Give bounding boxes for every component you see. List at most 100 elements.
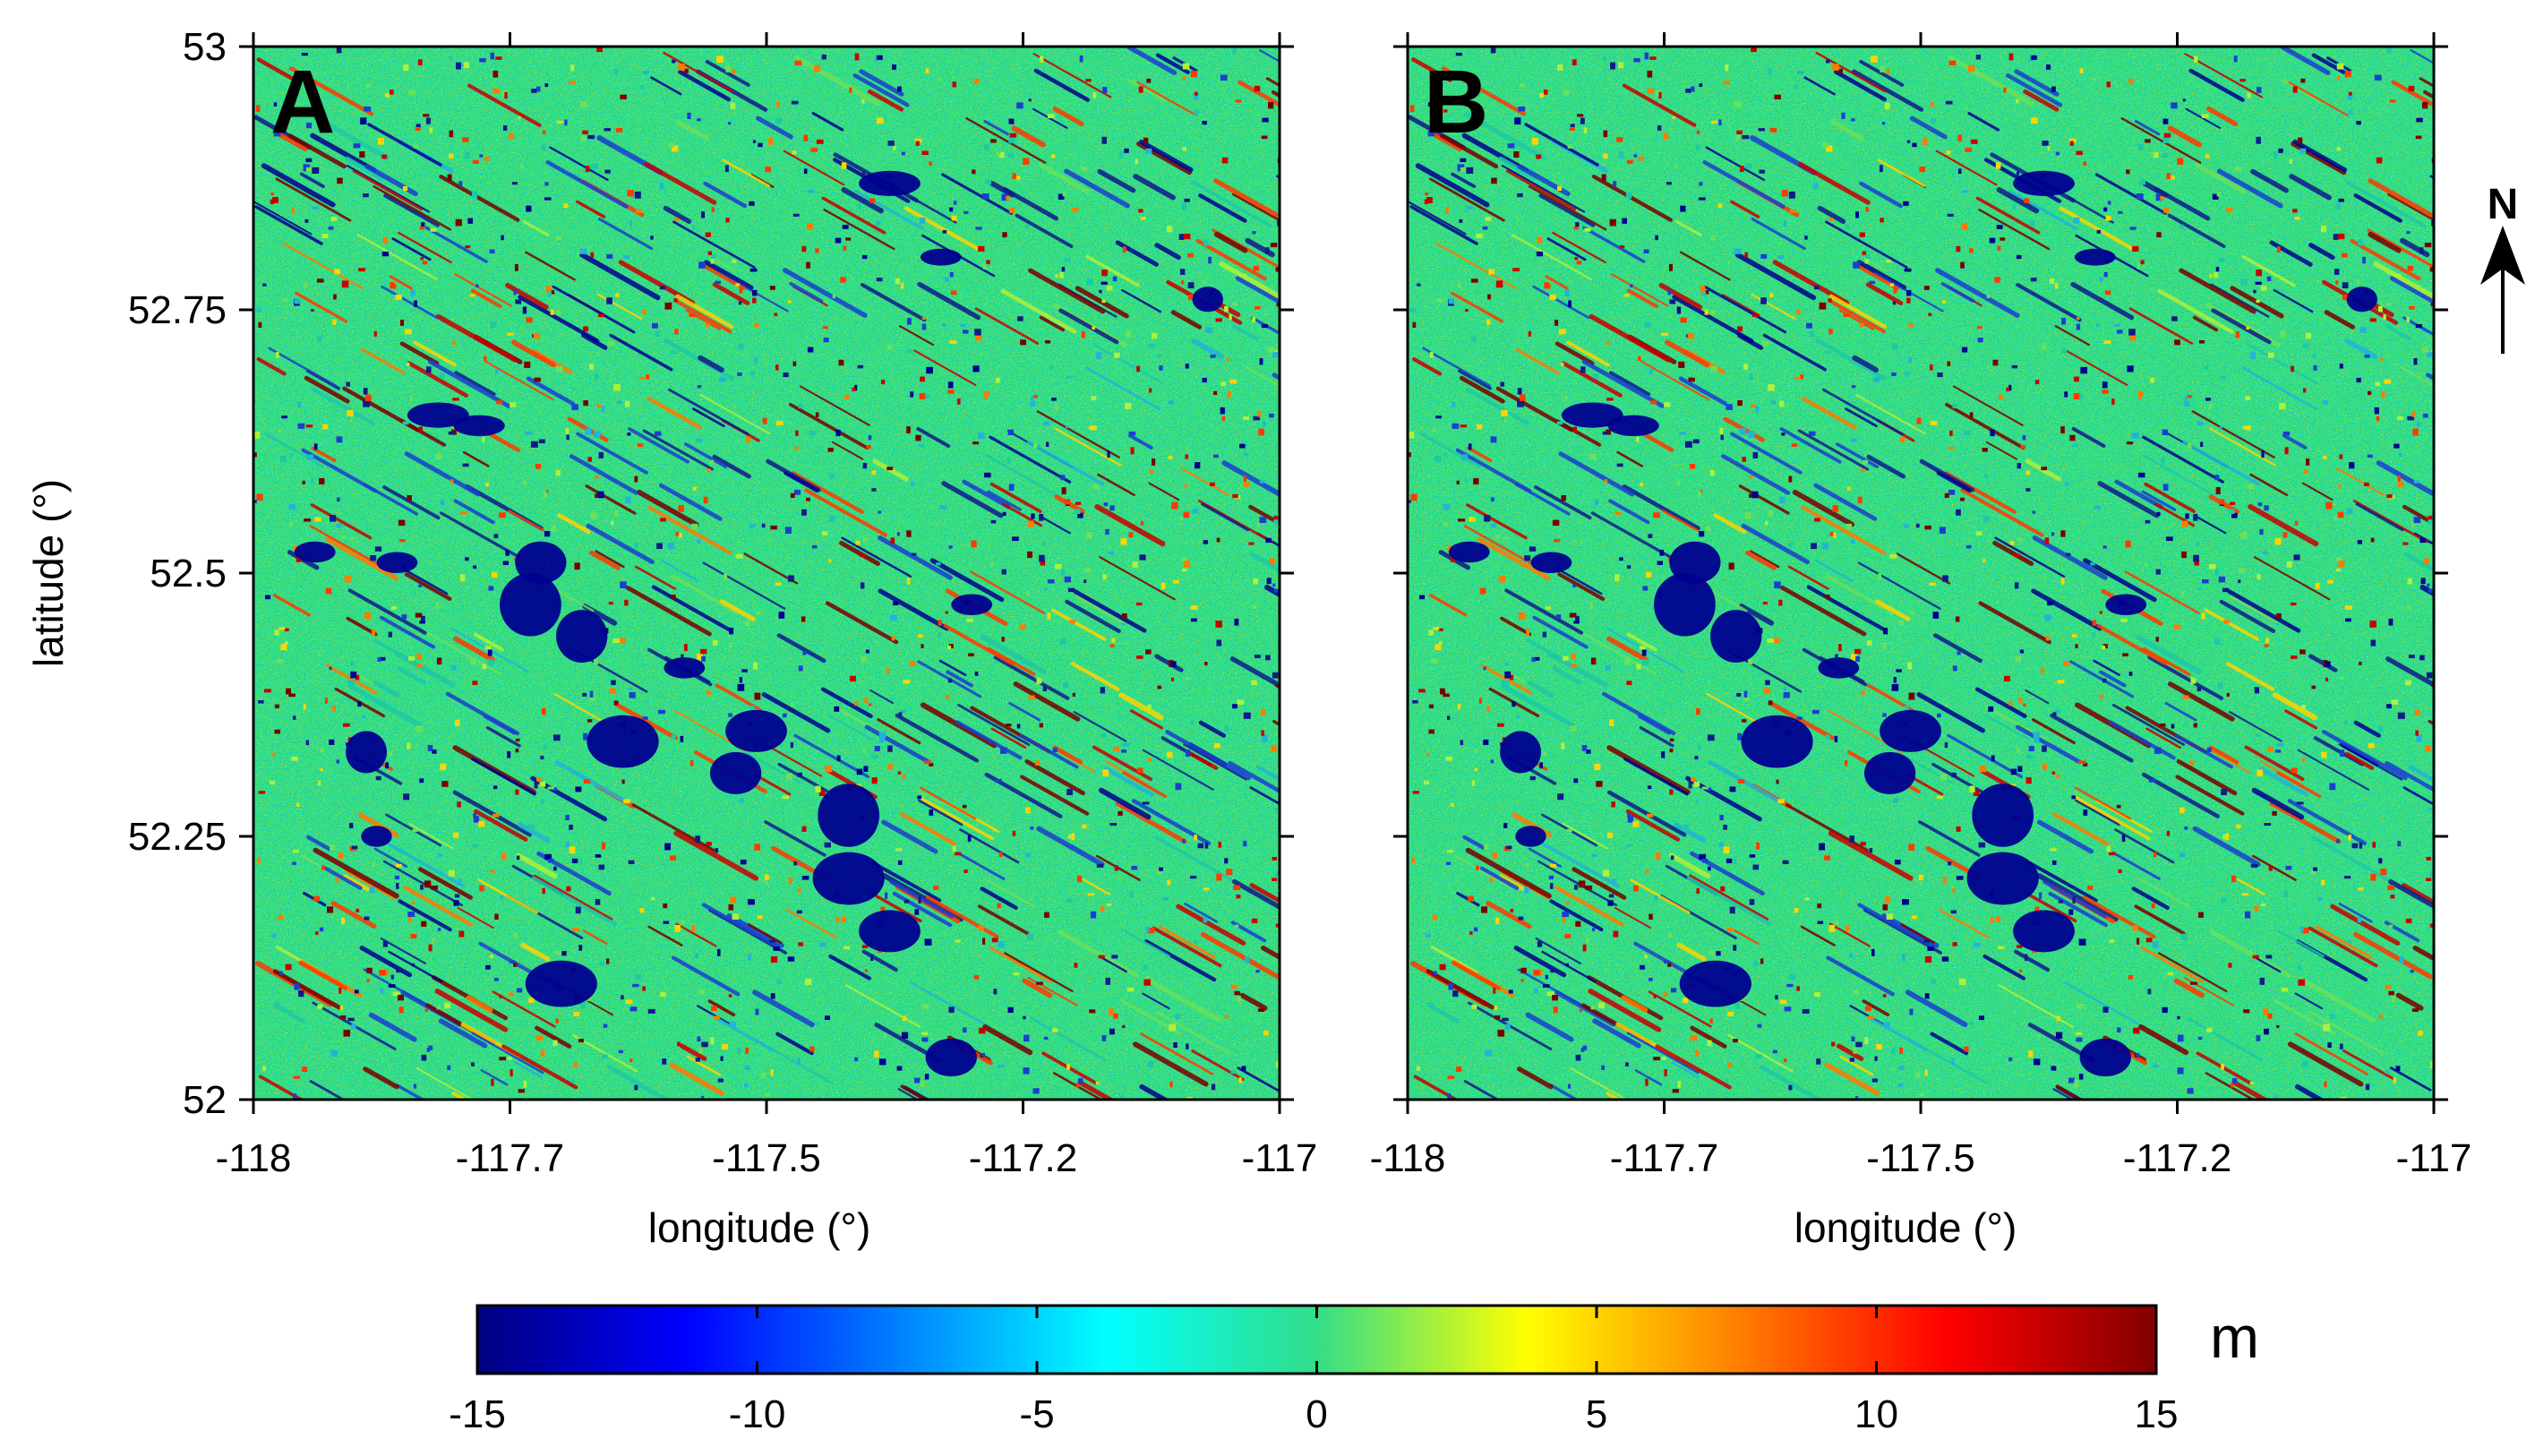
map-streak	[413, 340, 457, 367]
map-speckle-dot	[1146, 78, 1152, 83]
map-streak	[2142, 454, 2215, 497]
map-speckle-dot	[1438, 628, 1443, 631]
map-speckle-dot	[1136, 365, 1141, 373]
map-speckle-dot	[1694, 756, 1699, 760]
map-streak	[2167, 213, 2226, 249]
map-lake-blob	[920, 248, 962, 266]
map-speckle-dot	[632, 983, 639, 988]
map-speckle-dot	[1220, 407, 1225, 415]
map-speckle-dot	[1552, 519, 1560, 527]
map-speckle-dot	[594, 475, 599, 479]
map-streak	[576, 200, 606, 218]
map-streak	[557, 513, 591, 535]
map-speckle-dot	[1502, 417, 1505, 421]
map-speckle-dot	[293, 715, 296, 720]
map-speckle-dot	[1100, 905, 1105, 912]
map-speckle-dot	[1748, 373, 1753, 381]
map-speckle-dot	[1653, 1057, 1660, 1061]
map-speckle-dot	[2198, 912, 2204, 918]
map-speckle-dot	[2118, 869, 2122, 873]
map-speckle-dot	[1944, 741, 1948, 749]
map-streak	[761, 692, 831, 733]
map-speckle-dot	[1930, 420, 1938, 425]
map-speckle-dot	[349, 823, 354, 828]
map-speckle-dot	[1269, 558, 1276, 565]
map-speckle-dot	[2301, 1061, 2308, 1068]
map-speckle-dot	[2177, 158, 2184, 165]
map-speckle-dot	[1482, 226, 1488, 230]
map-speckle-dot	[2265, 955, 2273, 959]
map-speckle-dot	[302, 1066, 308, 1073]
map-speckle-dot	[2231, 512, 2238, 518]
map-streak	[471, 1032, 544, 1075]
map-streak	[387, 843, 466, 888]
map-speckle-dot	[678, 64, 685, 71]
map-speckle-dot	[2128, 672, 2133, 676]
map-streak	[1477, 536, 1551, 581]
map-speckle-dot	[587, 719, 593, 723]
map-speckle-dot	[583, 732, 588, 741]
map-streak	[2219, 599, 2276, 633]
map-speckle-dot	[2163, 208, 2170, 213]
map-speckle-dot	[1544, 90, 1548, 95]
map-speckle-dot	[864, 698, 869, 703]
map-speckle-dot	[1979, 766, 1987, 773]
map-streak	[946, 670, 973, 688]
map-speckle-dot	[1867, 1015, 1875, 1019]
map-speckle-dot	[1259, 358, 1263, 365]
map-speckle-dot	[2177, 1015, 2180, 1020]
map-streak	[2015, 724, 2082, 764]
map-speckle-dot	[1674, 165, 1679, 168]
map-speckle-dot	[2219, 499, 2225, 505]
map-streak	[261, 163, 336, 208]
map-speckle-dot	[878, 732, 886, 739]
map-speckle-dot	[1529, 546, 1537, 552]
map-streak	[1001, 502, 1043, 527]
map-speckle-dot	[828, 515, 835, 523]
map-panel-a: -118 -117.7 -117.5 -117.2 -117 5352.7552.552…	[25, 25, 1317, 1251]
map-speckle-dot	[1149, 388, 1152, 393]
map-speckle-dot	[2260, 286, 2267, 291]
map-speckle-dot	[735, 283, 741, 287]
map-speckle-dot	[1432, 914, 1437, 921]
map-speckle-dot	[1418, 595, 1426, 600]
map-streak	[1801, 505, 1887, 555]
map-speckle-dot	[1435, 644, 1442, 651]
map-speckle-dot	[1100, 687, 1105, 694]
map-speckle-dot	[2340, 1043, 2343, 1049]
map-speckle-dot	[1901, 899, 1909, 905]
map-speckle-dot	[674, 218, 679, 221]
map-speckle-dot	[1490, 523, 1497, 528]
north-arrow: N	[2480, 181, 2525, 354]
map-speckle-dot	[2272, 810, 2277, 816]
map-streak	[1000, 288, 1077, 334]
map-speckle-dot	[1639, 646, 1646, 650]
map-streak	[2111, 851, 2161, 880]
map-streak	[2229, 711, 2282, 742]
map-speckle-dot	[1001, 569, 1006, 575]
map-speckle-dot	[1076, 875, 1083, 883]
map-streak	[1451, 172, 1477, 189]
map-speckle-dot	[493, 534, 499, 538]
map-speckle-dot	[919, 217, 926, 224]
map-streak	[2236, 878, 2265, 895]
map-streak	[1623, 757, 1689, 796]
map-speckle-dot	[1443, 503, 1451, 510]
map-speckle-dot	[1957, 134, 1963, 141]
map-speckle-dot	[2249, 352, 2257, 360]
map-speckle-dot	[464, 151, 470, 159]
map-speckle-dot	[737, 372, 742, 376]
map-lake-blob	[407, 402, 469, 428]
map-streak	[1528, 185, 1607, 231]
map-streak	[1412, 356, 1443, 376]
map-speckle-dot	[1802, 1008, 1810, 1014]
map-speckle-dot	[947, 646, 952, 650]
map-speckle-dot	[1202, 377, 1207, 383]
map-streak	[701, 903, 781, 949]
map-speckle-dot	[1167, 226, 1173, 233]
map-speckle-dot	[1183, 233, 1191, 240]
map-speckle-dot	[749, 371, 756, 376]
map-speckle-dot	[407, 362, 410, 366]
map-speckle-dot	[1952, 403, 1957, 409]
map-speckle-dot	[2117, 1027, 2121, 1033]
